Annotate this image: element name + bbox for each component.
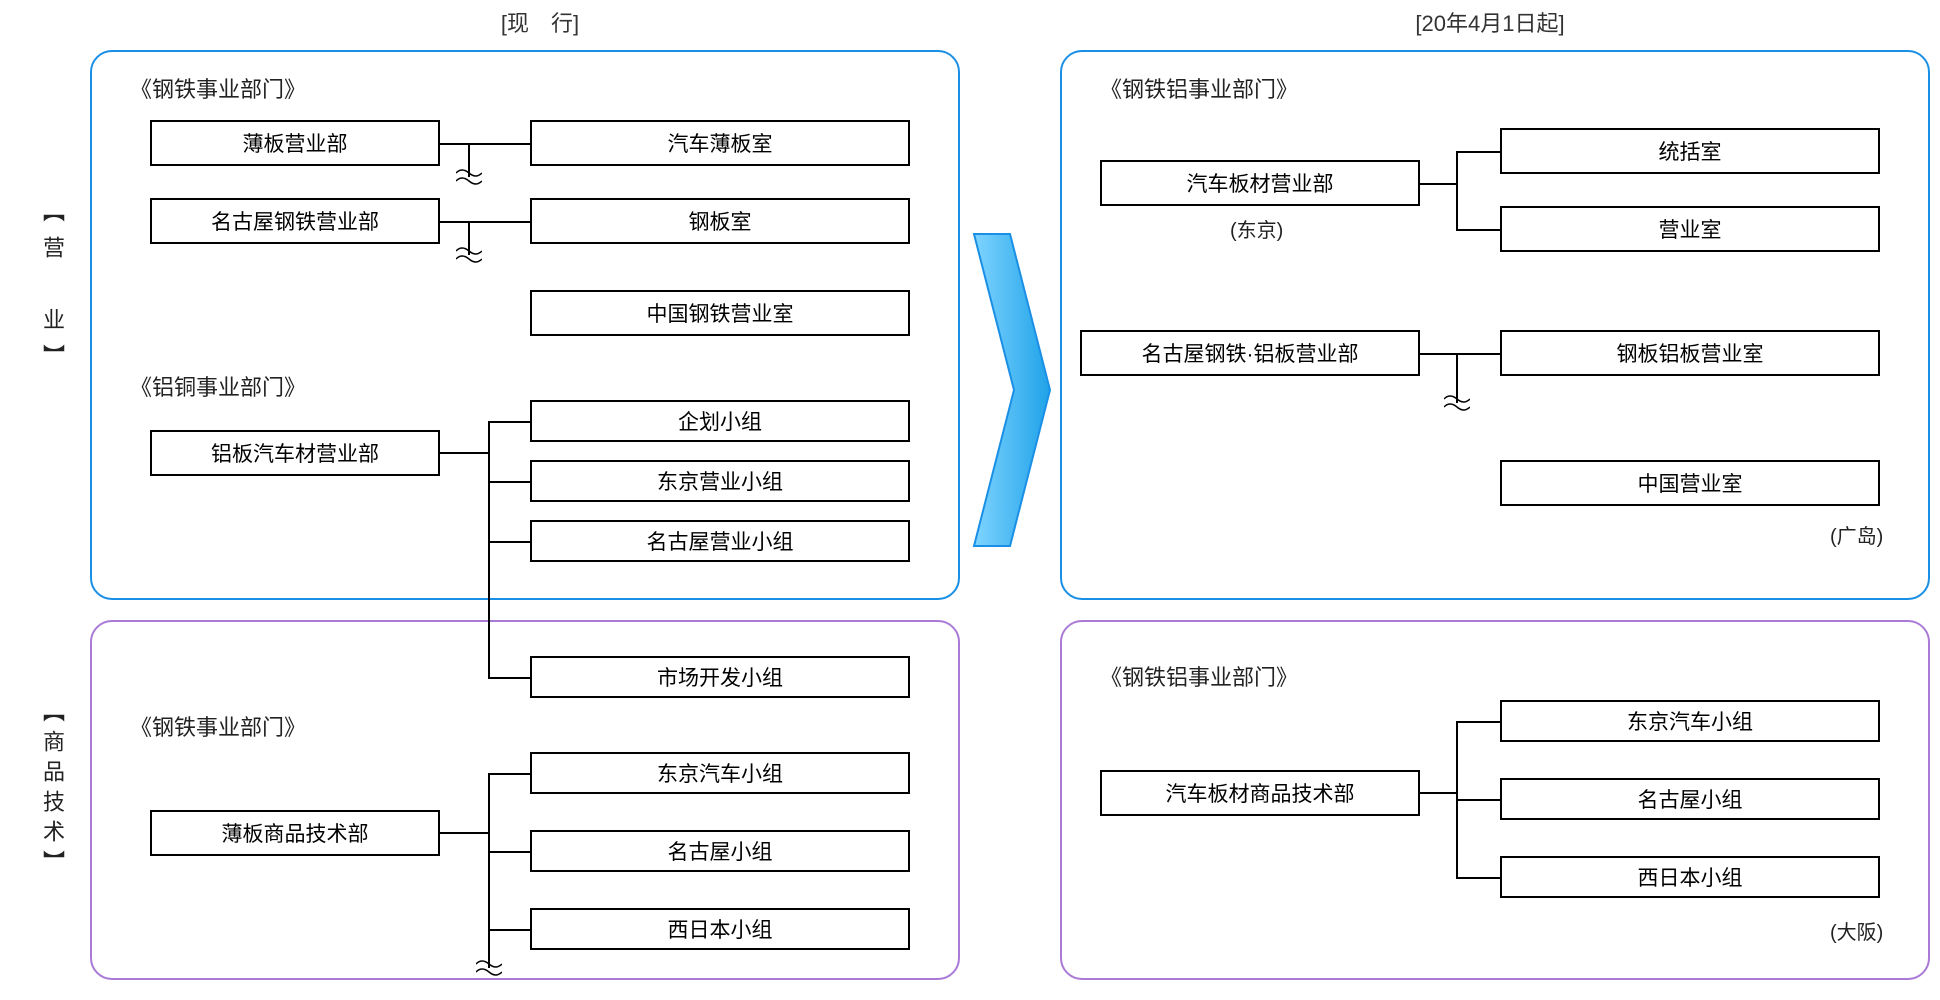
label-hiroshima: (广岛) (1830, 520, 1883, 549)
conn (488, 481, 530, 483)
node-west-japan-group-l: 西日本小组 (530, 908, 910, 950)
node-auto-plate-tech: 汽车板材商品技术部 (1100, 770, 1420, 816)
node-nagoya-group-r: 名古屋小组 (1500, 778, 1880, 820)
conn (1456, 151, 1500, 153)
conn (488, 929, 530, 931)
break-mark (456, 245, 482, 265)
conn (440, 143, 530, 145)
right-sales-title: 《钢铁铝事业部门》 (1100, 72, 1298, 104)
node-market-dev-group: 市场开发小组 (530, 656, 910, 698)
conn (488, 421, 490, 679)
conn (1456, 151, 1458, 231)
label-tokyo: (东京) (1230, 214, 1283, 243)
node-tokyo-sales-group: 东京营业小组 (530, 460, 910, 502)
conn (1456, 877, 1500, 879)
conn (440, 832, 490, 834)
node-nagoya-steel-sales: 名古屋钢铁营业部 (150, 198, 440, 244)
conn (488, 851, 530, 853)
left-sales-title-2: 《铝铜事业部门》 (130, 370, 306, 402)
conn (1456, 799, 1500, 801)
side-label-sales: 【营 业】 (36, 200, 68, 380)
conn (440, 221, 530, 223)
node-alplate-auto-sales: 铝板汽车材营业部 (150, 430, 440, 476)
conn (488, 421, 530, 423)
node-west-japan-group-r: 西日本小组 (1500, 856, 1880, 898)
conn (1420, 183, 1458, 185)
node-sales-room: 营业室 (1500, 206, 1880, 252)
node-thinplate-sales: 薄板营业部 (150, 120, 440, 166)
break-mark (1444, 393, 1470, 413)
node-auto-plate-sales: 汽车板材营业部 (1100, 160, 1420, 206)
header-future: [20年4月1日起] (1360, 6, 1620, 38)
org-chart-canvas: [现 行] [20年4月1日起] 【营 业】 【商品技术】 《钢铁事业部门》 《… (0, 0, 1940, 1000)
conn (1420, 353, 1500, 355)
node-thinplate-tech: 薄板商品技术部 (150, 810, 440, 856)
node-tokyo-auto-group-l: 东京汽车小组 (530, 752, 910, 794)
conn (1456, 229, 1500, 231)
node-steelplate-room: 钢板室 (530, 198, 910, 244)
left-sales-title-1: 《钢铁事业部门》 (130, 72, 306, 104)
conn (488, 773, 490, 968)
node-china-sales-room: 中国营业室 (1500, 460, 1880, 506)
conn (1420, 792, 1458, 794)
left-tech-title: 《钢铁事业部门》 (130, 710, 306, 742)
conn (440, 452, 490, 454)
transition-arrow (970, 230, 1054, 555)
conn (488, 773, 530, 775)
right-tech-title: 《钢铁铝事业部门》 (1100, 660, 1298, 692)
break-mark (476, 958, 502, 978)
node-general-room: 统括室 (1500, 128, 1880, 174)
conn (1456, 721, 1500, 723)
conn (488, 541, 530, 543)
label-osaka: (大阪) (1830, 916, 1883, 945)
node-steel-al-sales-room: 钢板铝板营业室 (1500, 330, 1880, 376)
header-current: [现 行] (460, 6, 620, 38)
node-auto-thinplate-room: 汽车薄板室 (530, 120, 910, 166)
node-nagoya-sales-group: 名古屋营业小组 (530, 520, 910, 562)
node-planning-group: 企划小组 (530, 400, 910, 442)
node-nagoya-group-l: 名古屋小组 (530, 830, 910, 872)
conn (488, 677, 530, 679)
node-nagoya-steel-al-sales: 名古屋钢铁·铝板营业部 (1080, 330, 1420, 376)
break-mark (456, 167, 482, 187)
side-label-tech: 【商品技术】 (36, 700, 68, 880)
node-china-steel-sales-room: 中国钢铁营业室 (530, 290, 910, 336)
node-tokyo-auto-group-r: 东京汽车小组 (1500, 700, 1880, 742)
